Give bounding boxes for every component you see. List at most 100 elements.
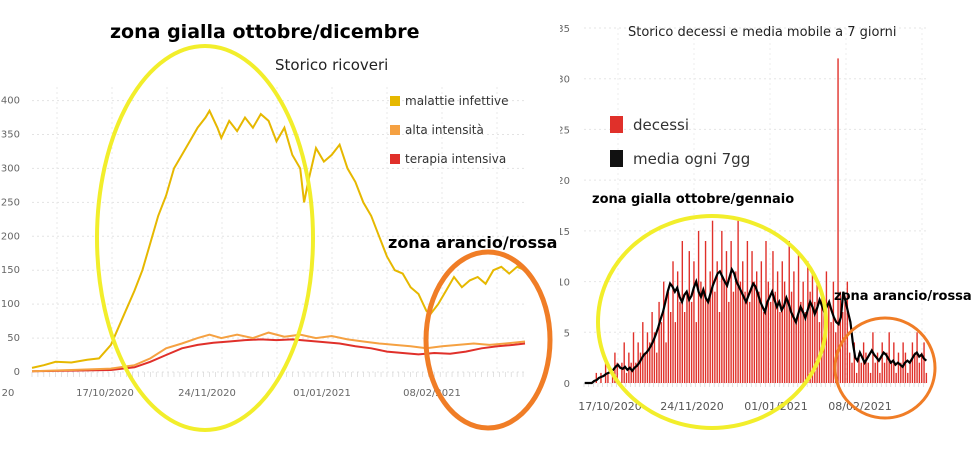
death-bar [693,261,695,383]
death-bar [807,261,809,383]
annotation-right-zone: zona gialla ottobre/gennaio [592,192,794,207]
death-bar [760,261,763,383]
y-tick-label: 100 [1,299,20,310]
y-tick-label: 0 [14,367,20,378]
death-bar [916,332,918,383]
death-bar [621,362,623,383]
death-bar [858,352,860,383]
death-bar [909,362,911,383]
death-bar [635,362,637,383]
death-bar [779,312,781,383]
death-bar [921,352,923,383]
legend-label: malattie infettive [405,94,508,108]
y-tick-label: 150 [1,265,20,276]
death-bar [774,291,776,383]
death-bar [690,301,693,383]
death-bar [711,220,714,383]
death-bar [758,291,760,383]
death-bar [839,291,842,383]
death-bar [888,332,890,383]
death-bar [642,322,644,383]
death-bar [830,322,832,383]
legend-swatch [610,150,623,167]
death-bar [644,352,646,383]
death-bar [672,261,674,383]
y-tick-label: 10 [560,278,570,289]
death-bar [732,291,735,383]
death-bar [874,362,876,383]
death-bar [886,352,888,383]
death-bar [809,291,811,383]
death-bar [762,312,765,383]
death-bar [883,362,886,383]
death-bar [718,312,721,383]
death-bar [632,332,635,383]
death-bar [737,220,739,383]
death-bar [788,241,790,383]
death-bar [881,342,883,383]
legend-swatch [390,125,400,135]
death-bar [676,271,679,383]
death-bar [723,281,725,383]
death-bar [630,362,632,383]
x-tick-label: 17/10/2020 [578,400,641,413]
death-bar [665,342,667,383]
y-tick-label: 200 [1,231,20,242]
legend-swatch [390,154,400,164]
death-bar [721,230,723,383]
death-bar [742,261,744,383]
death-bar [651,312,653,383]
death-bar [667,291,670,383]
death-bar [848,352,851,383]
yellow-ellipse-right [596,214,828,430]
annotation-left-zone: zona gialla ottobre/dicembre [110,21,419,43]
moving-average-line [584,266,928,385]
death-bar [725,251,728,383]
death-bar [663,281,665,383]
y-tick-label: 50 [7,333,20,344]
death-bar [749,301,751,383]
death-bar [793,271,795,383]
y-tick-label: 0 [564,379,570,390]
death-bar [767,281,770,383]
death-bar [860,362,862,383]
orange-ellipse-left [423,249,553,431]
y-tick-label: 350 [1,130,20,141]
death-bar [797,251,800,383]
y-tick-label: 300 [1,163,20,174]
death-bar [900,362,902,383]
death-bar [800,301,802,383]
death-bar [879,372,881,383]
death-bar [607,372,609,383]
death-bar [751,251,753,383]
death-bar [639,352,642,383]
death-bar [811,271,814,383]
x-tick-label: 08/02/2021 [828,400,891,413]
death-bar [872,332,874,383]
x-tick-label: 20 [2,388,15,399]
series-line-terapia-intensiva [31,338,526,373]
death-bar [925,372,928,383]
y-tick-label: 400 [1,96,20,107]
death-bar [814,301,816,383]
death-bar [802,281,804,383]
y-tick-label: 250 [1,197,20,208]
death-bar [707,301,709,383]
x-tick-label: 17/10/2020 [76,388,134,399]
death-bar [844,301,846,383]
death-bar [867,362,869,383]
legend-decessi: decessi media ogni 7gg [610,116,750,168]
death-bar [709,271,711,383]
death-bar [851,362,853,383]
death-bar [611,372,614,383]
death-bar [855,372,858,383]
death-bar [804,312,807,383]
death-bar [616,362,618,383]
death-bar [902,342,904,383]
death-bar [821,291,823,383]
annotation-right-orange: zona arancio/rossa [834,289,972,304]
death-bar [649,342,651,383]
death-bar [656,352,658,383]
death-bar [816,281,818,383]
death-bar [786,301,788,383]
